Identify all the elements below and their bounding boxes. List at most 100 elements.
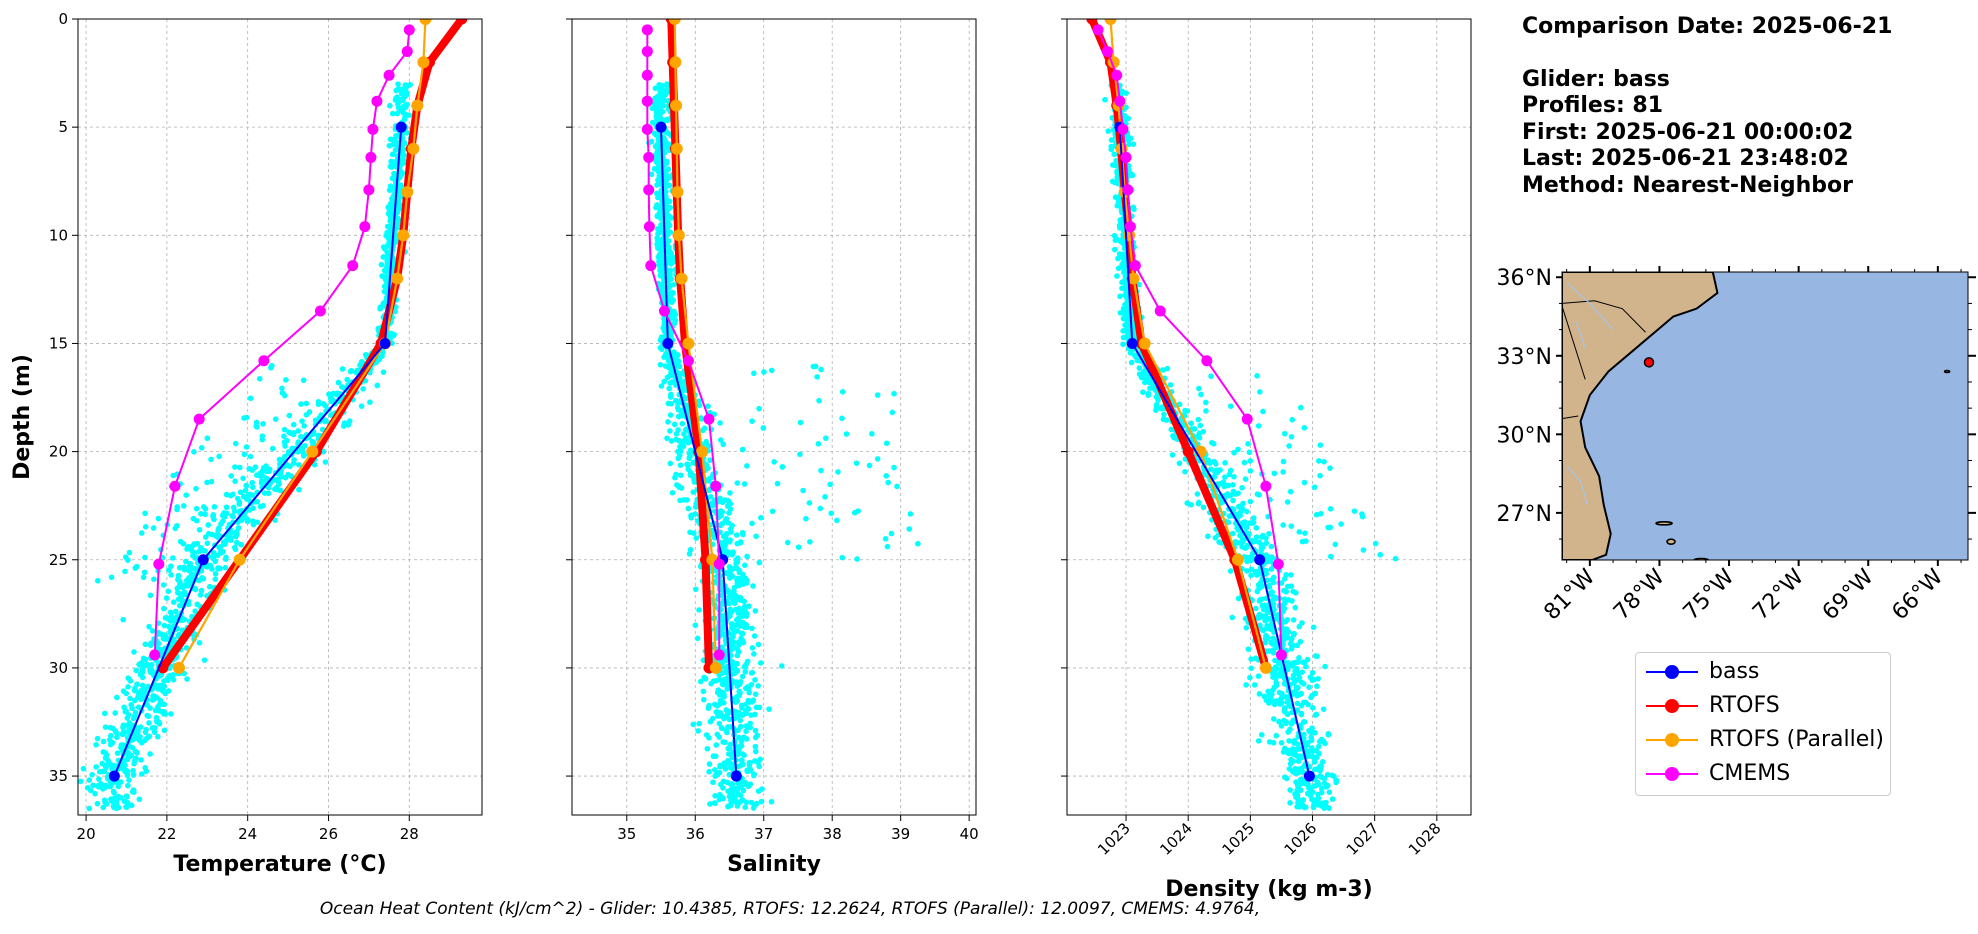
glider-point xyxy=(1111,246,1118,253)
glider-point xyxy=(273,486,279,492)
glider-point xyxy=(1249,537,1255,544)
glider-point xyxy=(1317,442,1324,448)
glider-point xyxy=(651,100,658,106)
glider-point xyxy=(1127,135,1134,142)
glider-point xyxy=(1296,529,1303,535)
glider-point xyxy=(685,505,692,512)
glider-point xyxy=(701,696,707,703)
glider-point xyxy=(716,720,723,727)
glider-point xyxy=(1171,434,1177,441)
glider-point xyxy=(160,635,167,642)
glider-point xyxy=(891,464,897,471)
glider-point xyxy=(853,460,860,466)
bass-point xyxy=(1303,770,1315,782)
glider-point xyxy=(404,129,410,136)
glider-point xyxy=(839,389,846,395)
glider-point xyxy=(717,437,724,443)
glider-point xyxy=(730,627,737,633)
glider-point xyxy=(1255,581,1262,588)
glider-point xyxy=(736,618,742,624)
lon-label: 75°W xyxy=(1679,564,1740,625)
glider-point xyxy=(135,690,142,696)
glider-point xyxy=(395,199,402,206)
glider-point xyxy=(751,772,757,779)
glider-point xyxy=(1169,452,1176,458)
glider-point xyxy=(1266,648,1272,654)
glider-point xyxy=(814,374,820,380)
glider-point xyxy=(223,504,230,511)
glider-point xyxy=(731,785,738,791)
glider-point xyxy=(100,738,107,745)
glider-point xyxy=(1208,466,1214,473)
glider-point xyxy=(120,616,126,623)
glider-point xyxy=(137,724,144,730)
glider-point xyxy=(1298,702,1305,709)
glider-point xyxy=(165,588,172,595)
glider-point xyxy=(286,429,292,436)
glider-point xyxy=(747,781,754,787)
glider-point xyxy=(300,377,307,384)
glider-point xyxy=(883,440,890,447)
glider-point xyxy=(737,717,744,724)
glider-point xyxy=(665,144,671,150)
last-time: Last: 2025-06-21 23:48:02 xyxy=(1522,146,1849,171)
glider-point xyxy=(182,558,189,565)
glider-point xyxy=(1297,404,1304,411)
glider-point xyxy=(719,520,726,527)
glider-point xyxy=(279,390,286,396)
glider-point xyxy=(1281,600,1288,606)
glider-point xyxy=(129,744,136,751)
glider-point xyxy=(112,710,119,716)
glider-point xyxy=(176,578,183,585)
glider-point xyxy=(883,472,890,479)
glider-point xyxy=(1298,787,1304,794)
glider-point xyxy=(232,546,239,553)
bass-line xyxy=(113,127,403,777)
glider-point xyxy=(736,688,743,695)
glider-point xyxy=(738,784,745,790)
glider-point xyxy=(1263,571,1269,577)
bass-point xyxy=(655,121,667,133)
glider-point xyxy=(138,530,145,536)
glider-point xyxy=(1325,732,1332,738)
glider-point xyxy=(1313,782,1319,789)
glider-point xyxy=(1281,705,1288,711)
glider-point xyxy=(142,765,148,771)
glider-point xyxy=(177,584,183,590)
glider-point xyxy=(311,461,318,468)
glider-point xyxy=(1308,734,1314,741)
rtofs-parallel-point xyxy=(669,56,682,69)
glider-point xyxy=(1248,656,1254,662)
x-tick-label: 1024 xyxy=(1156,819,1196,859)
glider-point xyxy=(736,579,743,585)
glider-point xyxy=(1123,104,1129,111)
glider-point xyxy=(222,564,229,571)
glider-point xyxy=(827,481,833,488)
glider-point xyxy=(749,645,756,651)
glider-point xyxy=(94,577,101,584)
cmems-series xyxy=(641,24,725,661)
glider-point xyxy=(95,784,102,790)
glider-point xyxy=(737,762,744,769)
glider-point xyxy=(1270,650,1277,656)
glider-point xyxy=(675,352,681,358)
comparison-date: Comparison Date: 2025-06-21 xyxy=(1522,14,1893,39)
glider-point xyxy=(1282,618,1289,625)
glider-point xyxy=(1315,791,1321,798)
x-axis-label: Density (kg m-3) xyxy=(1165,877,1373,902)
rtofs-parallel-point xyxy=(1127,272,1140,285)
glider-point xyxy=(739,529,746,536)
glider-point xyxy=(90,782,96,789)
island xyxy=(1666,538,1676,545)
glider-point xyxy=(1315,802,1321,808)
glider-point xyxy=(1255,613,1261,620)
glider-point xyxy=(1321,805,1328,811)
glider-point xyxy=(750,805,757,811)
glider-point xyxy=(707,801,713,807)
glider-point xyxy=(100,768,106,775)
glider-point xyxy=(287,463,293,470)
glider-point xyxy=(282,474,289,481)
glider-point xyxy=(1125,324,1132,331)
rtofs-point xyxy=(456,19,468,25)
glider-point xyxy=(723,707,730,713)
